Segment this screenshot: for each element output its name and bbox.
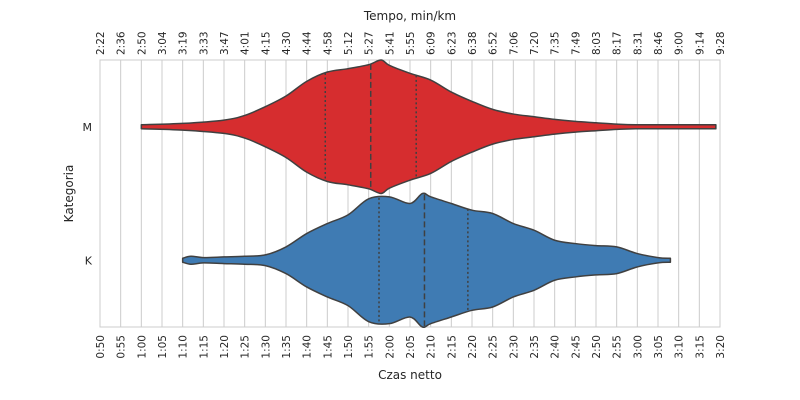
x2-tick-label: 2:36 <box>116 31 128 55</box>
x-tick-label: 1:55 <box>364 335 376 359</box>
x2-tick-label: 9:00 <box>674 31 686 55</box>
x2-tick-label: 5:55 <box>405 31 417 55</box>
x-tick-label: 1:35 <box>281 335 293 359</box>
x-tick-label: 2:50 <box>591 335 603 359</box>
x-tick-label: 2:45 <box>570 335 582 359</box>
y-axis-title: Kategoria <box>62 165 76 223</box>
x-tick-label: 0:55 <box>116 335 128 359</box>
x2-tick-label: 3:19 <box>178 31 190 55</box>
x-tick-label: 0:50 <box>95 335 107 359</box>
x2-tick-label: 5:27 <box>364 31 376 55</box>
plot-frame <box>99 59 721 328</box>
x-tick-labels: 0:50 0:55 1:00 1:05 1:10 1:15 1:20 1:25 1:30 1:35… <box>95 335 727 359</box>
x-tick-label: 2:10 <box>426 335 438 359</box>
x-tick-label: 1:30 <box>260 335 272 359</box>
x2-tick-label: 8:46 <box>653 31 665 55</box>
x-tick-label: 1:45 <box>322 335 334 359</box>
x-tick-label: 2:25 <box>488 335 500 359</box>
x2-tick-label: 5:12 <box>343 31 355 55</box>
x-tick-label: 1:40 <box>302 335 314 359</box>
x2-tick-label: 7:06 <box>508 31 520 55</box>
x-tick-label: 2:35 <box>529 335 541 359</box>
x-tick-label: 2:05 <box>405 335 417 359</box>
x-tick-label: 2:00 <box>384 335 396 359</box>
violin-M <box>140 59 717 195</box>
x2-tick-label: 7:20 <box>529 31 541 55</box>
x2-tick-labels: 2:22 2:36 2:50 3:04 3:19 3:33 3:47 4:01 4:15 4:30… <box>95 31 727 55</box>
x-tick-label: 2:20 <box>467 335 479 359</box>
x-tick-label: 3:05 <box>653 335 665 359</box>
x2-tick-label: 3:33 <box>198 31 210 55</box>
x2-tick-label: 6:23 <box>446 31 458 55</box>
x2-tick-label: 8:17 <box>612 31 624 55</box>
x2-tick-label: 8:31 <box>632 31 644 55</box>
x-tick-label: 2:55 <box>612 335 624 359</box>
x2-tick-label: 7:35 <box>550 31 562 55</box>
x-axis-title: Czas netto <box>378 368 442 382</box>
x2-tick-label: 4:58 <box>322 31 334 55</box>
x2-tick-label: 9:14 <box>694 31 706 55</box>
x2-tick-label: 9:28 <box>715 31 727 55</box>
x2-axis-title: Tempo, min/km <box>363 9 456 23</box>
x-tick-label: 1:00 <box>136 335 148 359</box>
x-tick-label: 1:50 <box>343 335 355 359</box>
x2-tick-label: 4:44 <box>302 31 314 55</box>
x2-tick-label: 4:01 <box>240 31 252 55</box>
x-tick-label: 3:15 <box>694 335 706 359</box>
x-tick-label: 2:15 <box>446 335 458 359</box>
x-tick-label: 2:30 <box>508 335 520 359</box>
x-tick-label: 3:00 <box>632 335 644 359</box>
violin-K <box>181 192 672 328</box>
x-tick-label: 1:20 <box>219 335 231 359</box>
x-tick-label: 2:40 <box>550 335 562 359</box>
x2-tick-label: 2:50 <box>136 31 148 55</box>
x2-tick-label: 4:30 <box>281 31 293 55</box>
x2-tick-label: 6:38 <box>467 31 479 55</box>
x2-tick-label: 2:22 <box>95 31 107 55</box>
category-label-M: M <box>83 121 93 134</box>
x-tick-label: 1:05 <box>157 335 169 359</box>
violins <box>140 59 717 328</box>
x2-tick-label: 3:47 <box>219 31 231 55</box>
x2-tick-label: 5:41 <box>384 31 396 55</box>
x2-tick-label: 6:09 <box>426 31 438 55</box>
x2-tick-label: 6:52 <box>488 31 500 55</box>
category-labels: MK <box>83 121 93 268</box>
x-tick-label: 1:10 <box>178 335 190 359</box>
x2-tick-label: 7:49 <box>570 31 582 55</box>
category-label-K: K <box>85 254 93 267</box>
x-tick-label: 1:15 <box>198 335 210 359</box>
x2-tick-label: 4:15 <box>260 31 272 55</box>
x-tick-label: 3:20 <box>715 335 727 359</box>
x2-tick-label: 8:03 <box>591 31 603 55</box>
x-tick-label: 1:25 <box>240 335 252 359</box>
x2-tick-label: 3:04 <box>157 31 169 55</box>
x-tick-label: 3:10 <box>674 335 686 359</box>
